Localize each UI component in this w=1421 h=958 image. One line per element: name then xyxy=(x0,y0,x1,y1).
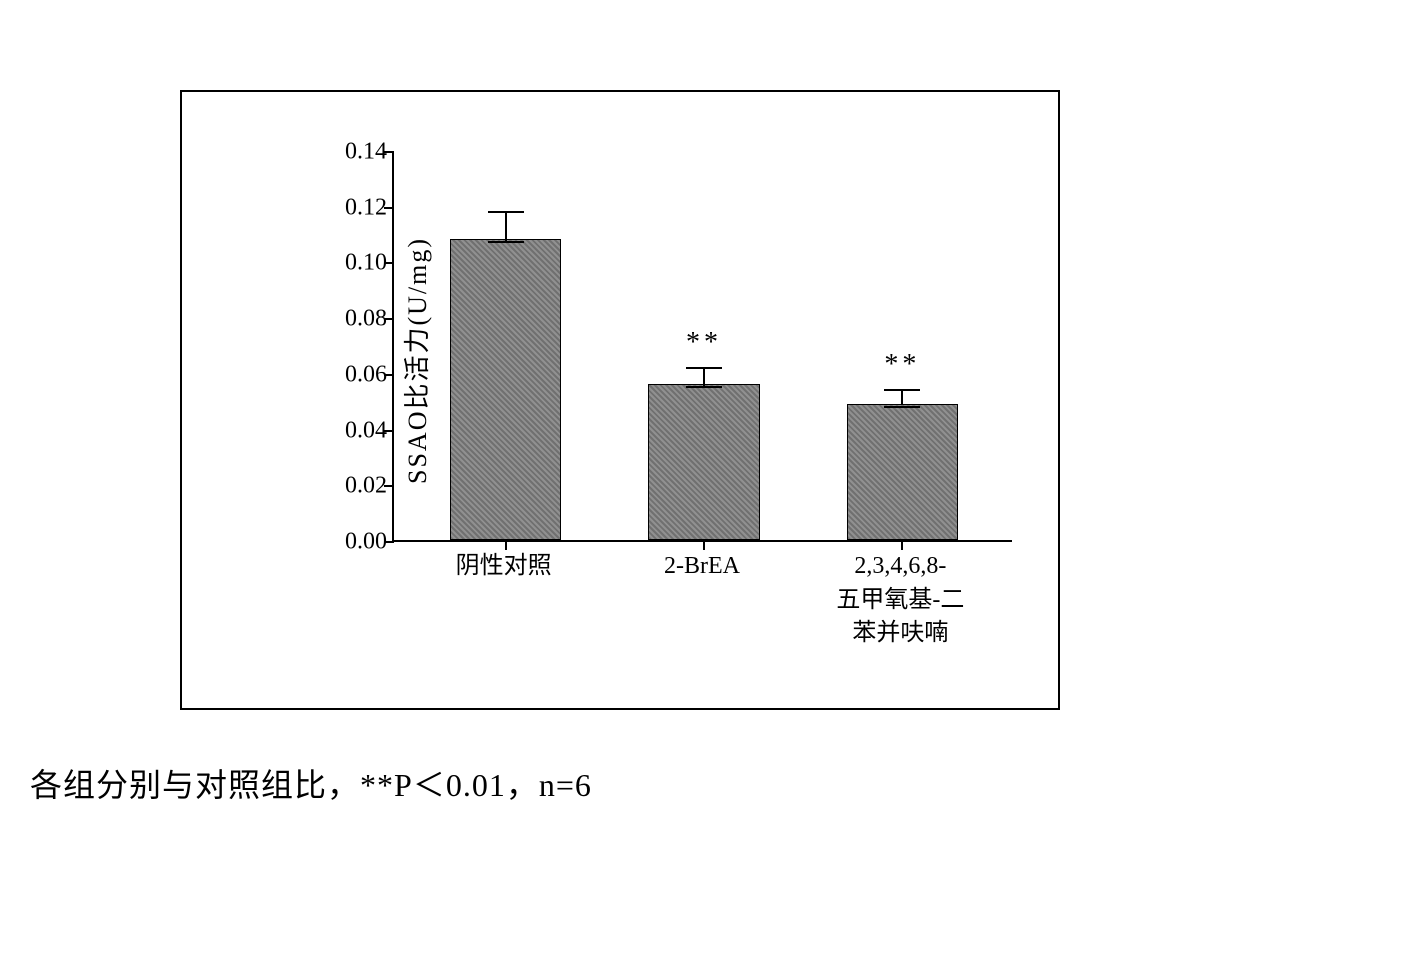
y-tick-label: 0.00 xyxy=(322,529,387,556)
chart-inner: SSAO比活力(U/mg) 0.000.020.040.060.080.100.… xyxy=(312,132,1032,692)
x-axis-label: 2,3,4,6,8-五甲氧基-二苯并呋喃 xyxy=(800,550,1000,651)
error-bar-cap xyxy=(686,367,722,369)
chart-frame: SSAO比活力(U/mg) 0.000.020.040.060.080.100.… xyxy=(180,90,1060,710)
error-bar-cap xyxy=(884,389,920,391)
x-tick xyxy=(703,540,705,550)
error-bar-stem xyxy=(901,389,903,406)
caption-sig: **P＜0.01， xyxy=(360,767,539,803)
y-tick-label: 0.14 xyxy=(322,139,387,166)
x-tick xyxy=(505,540,507,550)
y-tick-label: 0.02 xyxy=(322,473,387,500)
y-tick xyxy=(384,262,394,264)
y-tick-label: 0.08 xyxy=(322,306,387,333)
plot-area: ** ** xyxy=(392,152,1012,542)
y-tick xyxy=(384,318,394,320)
significance-marker: ** xyxy=(686,327,722,359)
error-bar-cap xyxy=(488,211,524,213)
y-tick xyxy=(384,541,394,543)
bar xyxy=(847,404,959,541)
significance-marker: ** xyxy=(884,349,920,381)
y-tick-label: 0.06 xyxy=(322,361,387,388)
y-tick xyxy=(384,485,394,487)
chart-caption: 各组分别与对照组比，**P＜0.01，n=6 xyxy=(30,760,592,806)
y-tick xyxy=(384,207,394,209)
x-tick xyxy=(901,540,903,550)
y-tick-label: 0.12 xyxy=(322,194,387,221)
caption-n: n=6 xyxy=(539,767,592,803)
y-tick xyxy=(384,430,394,432)
x-axis-label: 2-BrEA xyxy=(602,550,802,584)
caption-prefix: 各组分别与对照组比， xyxy=(30,767,360,803)
bar xyxy=(450,239,562,540)
y-tick-label: 0.04 xyxy=(322,417,387,444)
bar xyxy=(648,384,760,540)
y-tick xyxy=(384,151,394,153)
error-bar-stem xyxy=(703,367,705,387)
y-tick-label: 0.10 xyxy=(322,250,387,277)
error-bar-base-cap xyxy=(488,241,524,243)
y-tick xyxy=(384,374,394,376)
x-axis-label: 阴性对照 xyxy=(404,550,604,584)
error-bar-base-cap xyxy=(686,386,722,388)
error-bar-stem xyxy=(505,211,507,242)
error-bar-base-cap xyxy=(884,406,920,408)
